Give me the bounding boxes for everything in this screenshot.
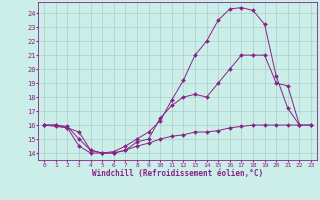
X-axis label: Windchill (Refroidissement éolien,°C): Windchill (Refroidissement éolien,°C) [92,169,263,178]
